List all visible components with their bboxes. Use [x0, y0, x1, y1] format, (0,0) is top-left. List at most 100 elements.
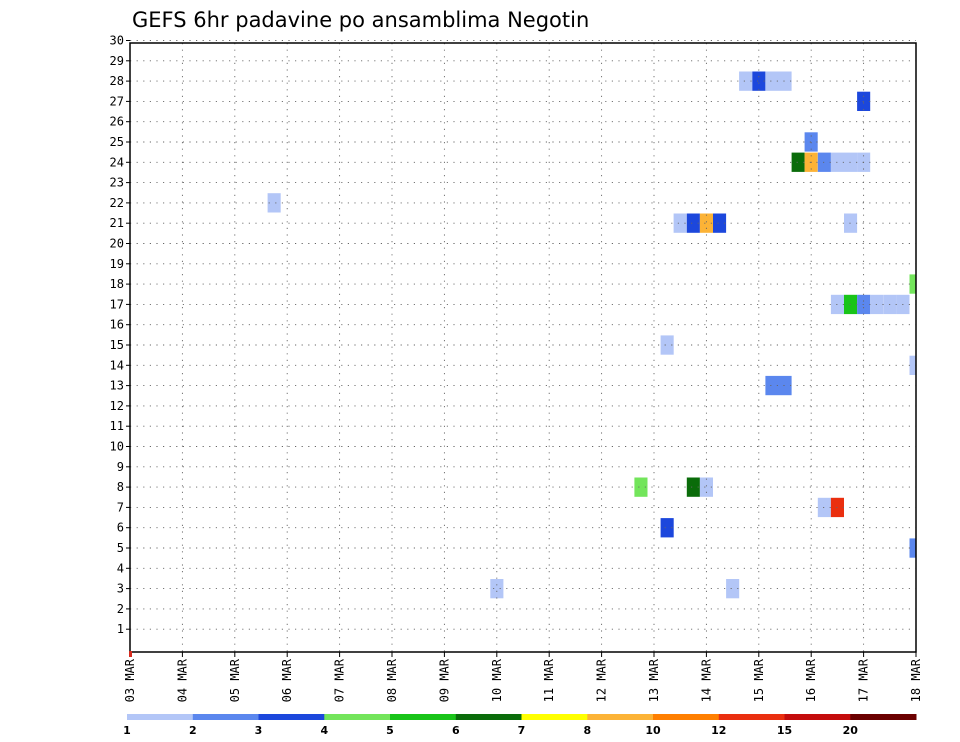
precip-cell — [830, 294, 844, 315]
y-tick-label: 22 — [110, 196, 124, 210]
scale-swatch — [258, 714, 325, 720]
y-tick-label: 25 — [110, 135, 124, 149]
scale-swatch — [587, 714, 654, 720]
precip-cell — [778, 71, 792, 91]
precip-cell — [699, 477, 713, 497]
x-tick-label: 11 MAR — [542, 658, 556, 702]
y-tick-label: 12 — [110, 399, 124, 413]
x-tick-label: 04 MAR — [175, 658, 189, 702]
precip-cell — [739, 71, 753, 91]
x-tick-label: 06 MAR — [280, 658, 294, 702]
scale-swatch — [521, 714, 588, 720]
y-tick-label: 11 — [110, 419, 124, 433]
color-scale-legend: 1 2 3 4 5 6 7 8 10 12 15 20 — [123, 714, 917, 737]
precip-cell — [765, 375, 779, 396]
precip-cell — [817, 152, 831, 172]
precip-cell — [713, 213, 727, 233]
y-tick-label: 8 — [117, 480, 124, 494]
precip-cell — [909, 355, 916, 375]
scale-swatch — [653, 714, 720, 720]
scale-label: 3 — [255, 724, 263, 737]
scale-label: 4 — [320, 724, 328, 737]
y-tick-label: 6 — [117, 521, 124, 535]
scale-label: 6 — [452, 724, 460, 737]
y-tick-label: 21 — [110, 216, 124, 230]
y-tick-label: 3 — [117, 582, 124, 596]
x-tick-label: 16 MAR — [804, 658, 818, 702]
precip-cell — [765, 71, 779, 91]
precip-cells — [267, 71, 916, 599]
scale-label: 10 — [645, 724, 661, 737]
x-tick-label: 09 MAR — [437, 658, 451, 702]
precip-cell — [830, 497, 844, 518]
scale-swatch — [850, 714, 917, 720]
x-tick-label: 08 MAR — [385, 658, 399, 702]
y-tick-label: 23 — [110, 176, 124, 190]
y-tick-label: 16 — [110, 318, 124, 332]
scale-swatch — [784, 714, 851, 720]
x-tick-label: 15 MAR — [752, 658, 766, 702]
x-tick-label: 13 MAR — [647, 658, 661, 702]
plot-frame — [129, 42, 917, 653]
x-tick-label: 10 MAR — [490, 658, 504, 702]
y-tick-label: 24 — [110, 155, 124, 169]
x-axis: 03 MAR 04 MAR 05 MAR 06 MAR 07 MAR 08 MAR 09 M… — [123, 651, 923, 702]
y-tick-label: 9 — [117, 460, 124, 474]
y-tick-label: 27 — [110, 94, 124, 108]
y-tick-label: 17 — [110, 297, 124, 311]
y-tick-label: 10 — [110, 440, 124, 454]
x-tick-label: 17 MAR — [857, 658, 871, 702]
scale-label: 7 — [518, 724, 526, 737]
y-tick-label: 13 — [110, 379, 124, 393]
precip-cell — [686, 477, 700, 497]
precip-cell — [267, 193, 281, 213]
x-tick-label: 05 MAR — [228, 658, 242, 702]
precip-cell — [490, 579, 504, 599]
scale-label: 8 — [583, 724, 591, 737]
precip-cell — [909, 538, 916, 558]
precip-cell — [830, 152, 844, 172]
scale-label: 20 — [843, 724, 859, 737]
precip-cell — [804, 132, 818, 152]
y-tick-label: 7 — [117, 500, 124, 514]
scale-swatch — [390, 714, 457, 720]
scale-label: 1 — [123, 724, 131, 737]
precip-cell — [752, 71, 766, 91]
scale-swatch — [127, 714, 194, 720]
scale-swatch — [718, 714, 785, 720]
x-tick-label: 07 MAR — [333, 658, 347, 702]
y-tick-label: 28 — [110, 74, 124, 88]
precip-cell — [791, 152, 805, 172]
scale-label: 2 — [189, 724, 197, 737]
y-tick-label: 19 — [110, 257, 124, 271]
scale-swatch — [455, 714, 522, 720]
scale-label: 5 — [386, 724, 394, 737]
precip-cell — [778, 375, 792, 396]
chart-title: GEFS 6hr padavine po ansamblima Negotin — [132, 8, 589, 32]
precip-cell — [909, 274, 916, 294]
precip-cell — [660, 335, 674, 355]
y-tick-label: 5 — [117, 541, 124, 555]
precip-cell — [686, 213, 700, 233]
y-tick-label: 4 — [117, 561, 124, 575]
x-tick-label: 18 MAR — [909, 658, 923, 702]
x-tick-label: 14 MAR — [699, 658, 713, 702]
y-tick-label: 1 — [117, 622, 124, 636]
y-tick-label: 20 — [110, 237, 124, 251]
x-tick-label: 03 MAR — [123, 658, 137, 702]
y-tick-label: 2 — [117, 602, 124, 616]
precip-cell — [673, 213, 687, 233]
x-axis-origin-marker — [129, 651, 132, 657]
precip-cell — [660, 518, 674, 538]
scale-swatch — [324, 714, 391, 720]
precip-cell — [817, 497, 831, 518]
precip-cell — [726, 579, 740, 599]
y-tick-label: 18 — [110, 277, 124, 291]
scale-label: 12 — [711, 724, 726, 737]
scale-swatch — [192, 714, 259, 720]
x-tick-label: 12 MAR — [595, 658, 609, 702]
precip-cell — [699, 213, 713, 233]
y-tick-label: 29 — [110, 54, 124, 68]
grid-lines — [130, 40, 916, 652]
